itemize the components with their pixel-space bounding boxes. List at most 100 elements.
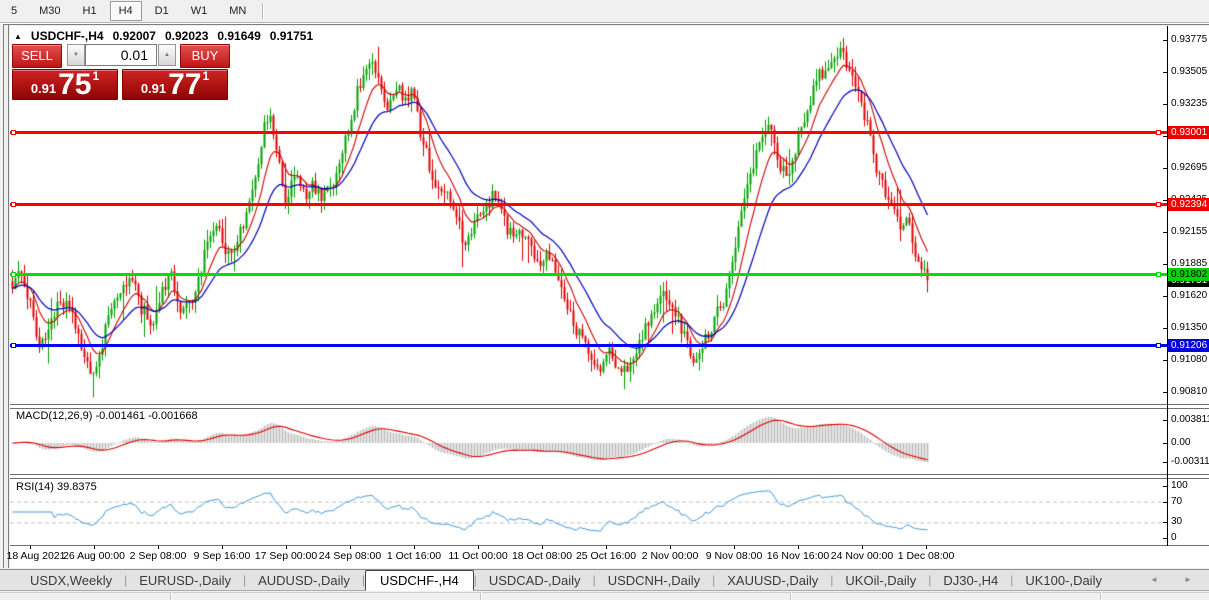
volume-input[interactable] (85, 44, 157, 66)
timeframe-button-m30[interactable]: M30 (39, 5, 61, 17)
chart-tab-ukoildaily[interactable]: UKOil-,Daily (845, 572, 917, 588)
volume-decrease-button[interactable]: ▼ (67, 44, 85, 66)
status-bar-separator (1100, 592, 1102, 600)
date-axis-tick (222, 546, 223, 549)
chart-tab-usdchfh4[interactable]: USDCHF-,H4 (364, 570, 474, 591)
tab-separator: | (928, 573, 932, 587)
chart-tab-dj30h4[interactable]: DJ30-,H4 (943, 572, 999, 588)
macd-canvas[interactable] (10, 407, 1167, 474)
tab-separator: | (830, 573, 834, 587)
date-axis-tick (350, 546, 351, 549)
chart-tab-usdcnhdaily[interactable]: USDCNH-,Daily (607, 572, 701, 588)
date-axis-label: 25 Oct 16:00 (575, 550, 637, 562)
rsi-axis-tick (1163, 486, 1167, 487)
timeframe-button-5[interactable]: 5 (11, 5, 18, 17)
date-axis-label: 9 Sep 16:00 (193, 550, 251, 562)
tab-separator: | (242, 573, 247, 587)
timeframe-button-h4[interactable]: H4 (109, 1, 142, 21)
date-axis-label: 2 Nov 00:00 (641, 550, 699, 562)
level-line-0.92394[interactable] (10, 203, 1167, 206)
chart-tab-usdxweekly[interactable]: USDX,Weekly (30, 572, 113, 588)
level-line-handle[interactable] (11, 343, 16, 348)
buy-price-tile[interactable]: 0.91 77 1 (122, 69, 228, 100)
price-axis-tick (1163, 264, 1167, 265)
date-axis-label: 26 Aug 00:00 (63, 550, 125, 562)
price-axis-tick (1163, 72, 1167, 73)
chart-tab-uk100daily[interactable]: UK100-,Daily (1025, 572, 1102, 588)
chart-tab-audusddaily[interactable]: AUDUSD-,Daily (258, 572, 350, 588)
tab-separator: | (473, 573, 477, 587)
status-bar-separator (790, 592, 792, 600)
price-axis-tick (1163, 104, 1167, 105)
price-axis-tick (1163, 360, 1167, 361)
chart-tab-usdcaddaily[interactable]: USDCAD-,Daily (488, 572, 581, 588)
rsi-axis-label: 30 (1171, 516, 1183, 527)
date-axis-tick (606, 546, 607, 549)
level-line-0.91206[interactable] (10, 344, 1167, 347)
level-line-handle[interactable] (1156, 202, 1161, 207)
price-axis-line (1167, 26, 1168, 546)
chart-tab-xauusddaily[interactable]: XAUUSD-,Daily (727, 572, 819, 588)
rsi-label: RSI(14) 39.8375 (16, 481, 97, 493)
collapse-icon[interactable]: ▲ (14, 31, 22, 41)
tab-separator: | (592, 573, 596, 587)
price-axis-label: 0.91620 (1171, 290, 1208, 301)
volume-increase-button[interactable]: ▲ (158, 44, 176, 66)
one-click-trading-panel: SELL ▼ ▲ BUY 0.91 75 1 0.91 77 1 (12, 44, 230, 100)
level-line-handle[interactable] (11, 272, 16, 277)
level-line-handle[interactable] (11, 130, 16, 135)
toolbar-separator (262, 3, 265, 19)
date-axis-label: 1 Oct 16:00 (386, 550, 442, 562)
level-line-handle[interactable] (1156, 343, 1161, 348)
rsi-canvas[interactable] (10, 477, 1167, 545)
sell-button[interactable]: SELL (12, 44, 62, 68)
date-axis-tick (94, 546, 95, 549)
macd-axis-label: 0.00 (1171, 437, 1191, 448)
status-bar (0, 592, 1209, 600)
tab-separator: | (124, 573, 128, 587)
timeframe-button-mn[interactable]: MN (229, 5, 247, 17)
date-axis-tick (734, 546, 735, 549)
timeframe-toolbar: 5 M30 H1 H4 D1 W1 MN (0, 0, 1209, 23)
date-axis-tick (414, 546, 415, 549)
rsi-axis-tick (1163, 538, 1167, 539)
price-axis-label: 0.91885 (1171, 258, 1208, 269)
price-axis-tick (1163, 168, 1167, 169)
rsi-bottom-border (10, 545, 1209, 546)
date-axis-label: 16 Nov 16:00 (766, 550, 830, 562)
tab-scroll-left-icon[interactable]: ◄ (1150, 575, 1158, 584)
tab-scroll-right-icon[interactable]: ► (1184, 575, 1192, 584)
level-line-handle[interactable] (1156, 130, 1161, 135)
level-line-handle[interactable] (11, 202, 16, 207)
sell-price-tile[interactable]: 0.91 75 1 (12, 69, 118, 100)
macd-axis-tick (1163, 443, 1167, 444)
level-line-handle[interactable] (1156, 272, 1161, 277)
buy-price-main: 77 (168, 68, 202, 101)
price-axis-label: 0.93235 (1171, 98, 1208, 109)
window-frame-left-inner (8, 25, 9, 568)
level-price-badge: 0.93001 (1168, 126, 1209, 139)
level-line-0.91802[interactable] (10, 273, 1167, 276)
buy-price-sup: 1 (202, 69, 210, 83)
date-axis-tick (670, 546, 671, 549)
chart-tab-bar: USDX,Weekly | EURUSD-,Daily | AUDUSD-,Daily |… (0, 569, 1209, 591)
chart-tab-eurusddaily[interactable]: EURUSD-,Daily (139, 572, 231, 588)
date-axis-tick (926, 546, 927, 549)
macd-axis-tick (1163, 462, 1167, 463)
timeframe-button-d1[interactable]: D1 (154, 5, 169, 17)
buy-button[interactable]: BUY (180, 44, 230, 68)
price-axis-tick (1163, 40, 1167, 41)
timeframe-button-h1[interactable]: H1 (82, 5, 97, 17)
sell-price-sup: 1 (92, 69, 100, 83)
level-line-0.93001[interactable] (10, 131, 1167, 134)
chart-title: USDCHF-,H4 (30, 29, 104, 43)
price-axis-label: 0.93775 (1171, 34, 1208, 45)
date-axis-label: 2 Sep 08:00 (129, 550, 187, 562)
window-frame-left-outer (3, 23, 4, 568)
level-price-badge: 0.92394 (1168, 198, 1209, 211)
price-axis-tick (1163, 392, 1167, 393)
timeframe-button-w1[interactable]: W1 (190, 5, 208, 17)
macd-axis-label: -0.003115 (1171, 456, 1209, 467)
price-axis-label: 0.91350 (1171, 322, 1208, 333)
price-axis-tick (1163, 296, 1167, 297)
